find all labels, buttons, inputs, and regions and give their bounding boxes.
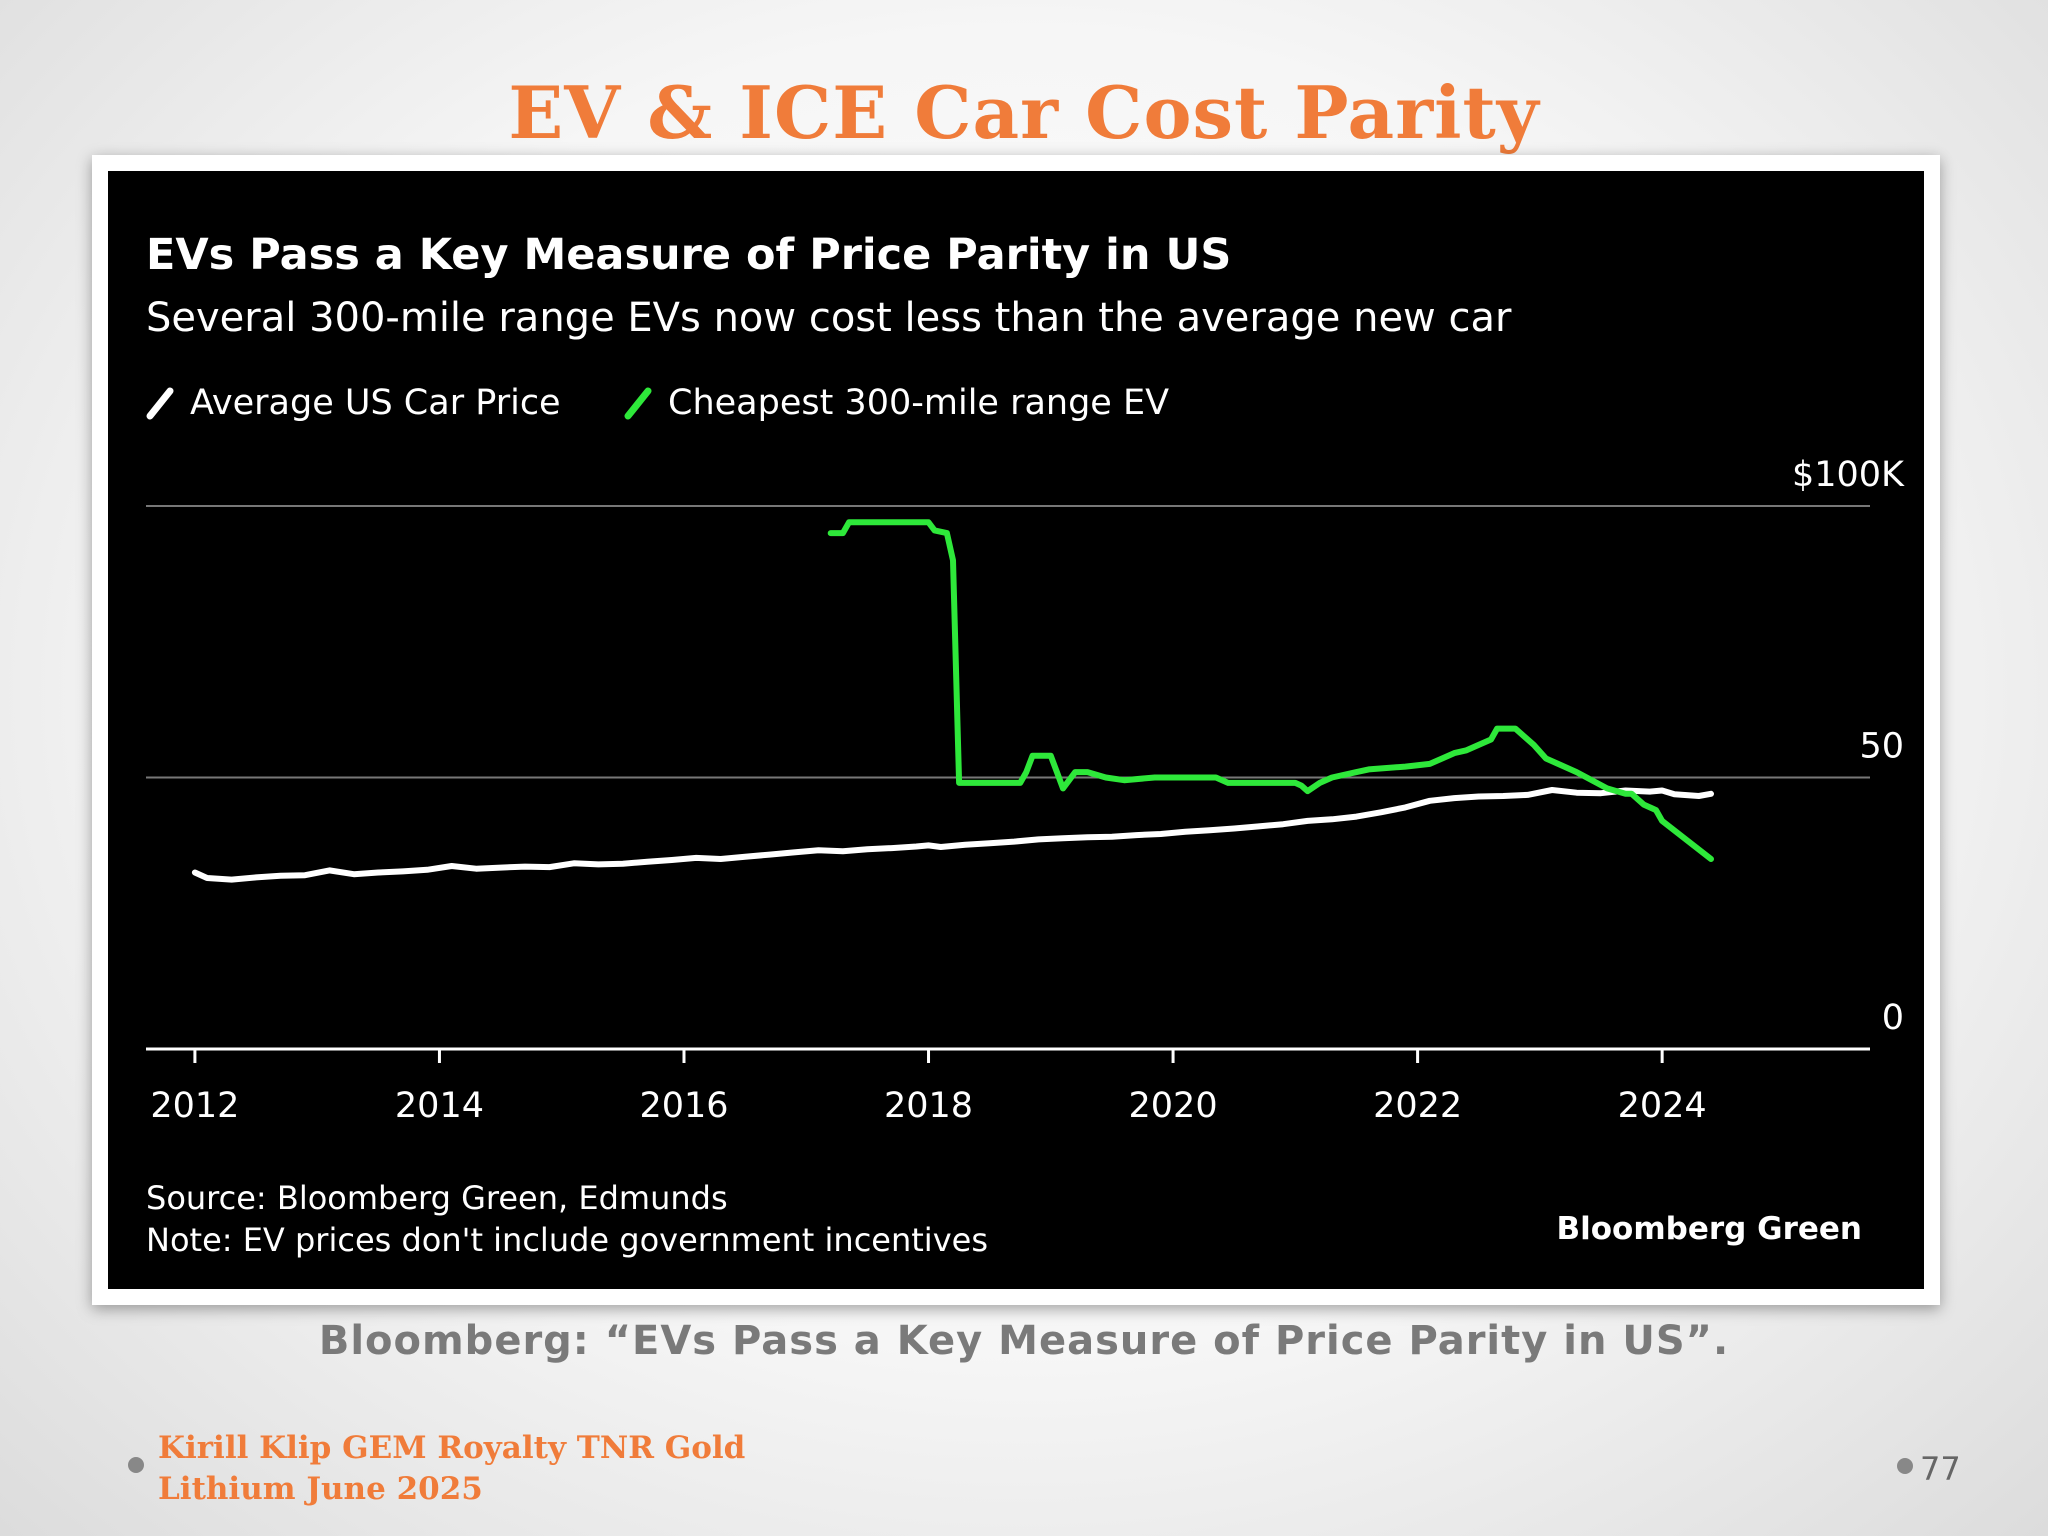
average-car-price-line (191, 787, 1714, 883)
y-tick-label: 50 (1859, 727, 1904, 767)
x-tick-label: 2020 (1129, 1086, 1218, 1126)
footer-bullet-icon (128, 1457, 144, 1473)
chart-title: EVs Pass a Key Measure of Price Parity i… (146, 230, 1231, 280)
x-tick-label: 2016 (639, 1086, 728, 1126)
x-tick-label: 2022 (1373, 1086, 1462, 1126)
legend-swatch-average (146, 387, 174, 420)
x-tick-label: 2014 (395, 1086, 484, 1126)
legend-label-average: Average US Car Price (190, 383, 561, 423)
chart-source: Source: Bloomberg Green, Edmunds (146, 1179, 728, 1217)
page-number: 77 (1920, 1450, 1961, 1488)
footer-attribution: Kirill Klip GEM Royalty TNR Gold Lithium… (158, 1428, 745, 1510)
x-tick-label: 2024 (1618, 1086, 1707, 1126)
line-chart: EVs Pass a Key Measure of Price Parity i… (146, 230, 1905, 1259)
slide-caption: Bloomberg: “EVs Pass a Key Measure of Pr… (318, 1318, 1730, 1364)
cheapest-ev-line (827, 519, 1714, 862)
y-tick-label: 0 (1882, 998, 1904, 1038)
chart-subtitle: Several 300-mile range EVs now cost less… (146, 295, 1512, 341)
gridlines (146, 505, 1870, 779)
x-tick-label: 2018 (884, 1086, 973, 1126)
y-axis-labels: 0 50 $100K (1792, 455, 1905, 1038)
chart-frame: EVs Pass a Key Measure of Price Parity i… (92, 155, 1940, 1305)
footer-line-2: Lithium June 2025 (158, 1471, 483, 1507)
series-lines (191, 519, 1714, 883)
page-bullet-icon (1897, 1458, 1913, 1474)
slide-title: EV & ICE Car Cost Parity (508, 70, 1540, 155)
chart-area: EVs Pass a Key Measure of Price Parity i… (108, 171, 1924, 1289)
x-axis: 2012 2014 2016 2018 2020 2022 2024 (146, 1047, 1870, 1126)
bloomberg-green-logo: Bloomberg Green (1557, 1211, 1863, 1247)
legend-swatch-ev (624, 387, 652, 420)
y-tick-label: $100K (1792, 455, 1905, 495)
legend: Average US Car Price Cheapest 300-mile r… (146, 383, 1169, 423)
footer-line-1: Kirill Klip GEM Royalty TNR Gold (158, 1430, 746, 1466)
legend-label-ev: Cheapest 300-mile range EV (668, 383, 1169, 423)
chart-note: Note: EV prices don't include government… (146, 1221, 988, 1259)
x-tick-label: 2012 (150, 1086, 239, 1126)
